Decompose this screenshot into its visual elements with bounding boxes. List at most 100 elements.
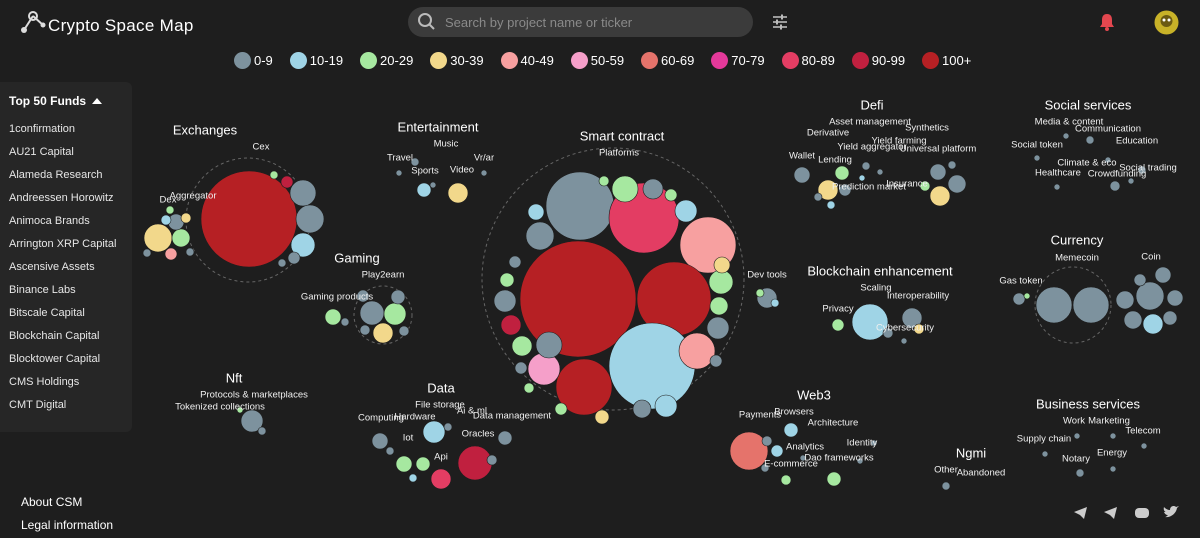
project-bubble[interactable] [851,303,889,341]
legend-item[interactable]: 20-29 [360,52,413,69]
fund-item[interactable]: Ascensive Assets [9,261,95,273]
category-label[interactable]: Interoperability [887,291,950,302]
project-bubble[interactable] [240,409,264,433]
category-label[interactable]: Hardware [394,412,435,423]
cluster-title[interactable]: Business services [1036,396,1141,411]
project-bubble[interactable] [913,323,925,335]
project-bubble[interactable] [1023,292,1031,300]
sidebar-header[interactable]: Top 50 Funds [9,94,132,108]
project-bubble[interactable] [499,272,515,288]
project-bubble[interactable] [708,269,734,295]
project-bubble[interactable] [1166,289,1184,307]
project-bubble[interactable] [497,430,513,446]
project-bubble[interactable] [674,199,698,223]
cluster-title[interactable]: Smart contract [580,128,665,143]
project-bubble[interactable] [1075,468,1085,478]
project-bubble[interactable] [430,468,452,490]
category-label[interactable]: Social token [1011,140,1063,151]
fund-item[interactable]: Bitscale Capital [9,307,85,319]
project-bubble[interactable] [856,457,864,465]
category-label[interactable]: Tokenized collections [175,402,265,413]
fund-item[interactable]: Alameda Research [9,169,103,181]
category-label[interactable]: Vr/ar [474,153,494,164]
telegram-icon[interactable] [1074,507,1087,519]
project-bubble[interactable] [1137,165,1147,175]
fund-item[interactable]: Arrington XRP Capital [9,238,117,250]
project-bubble[interactable] [395,455,413,473]
category-label[interactable]: Gaming products [301,292,374,303]
category-label[interactable]: Sports [411,166,439,177]
category-label[interactable]: Architecture [808,418,859,429]
fund-item[interactable]: AU21 Capital [9,146,74,158]
project-bubble[interactable] [164,247,178,261]
category-label[interactable]: Notary [1062,454,1090,465]
project-bubble[interactable] [527,203,545,221]
project-bubble[interactable] [611,175,639,203]
project-bubble[interactable] [143,223,173,253]
category-label[interactable]: Work [1063,416,1085,427]
fund-item[interactable]: Blockchain Capital [9,330,100,342]
category-label[interactable]: Identity [847,438,878,449]
project-bubble[interactable] [555,358,613,416]
cluster-title[interactable]: Gaming [334,250,380,265]
fund-item[interactable]: Blocktower Capital [9,353,101,365]
project-bubble[interactable] [919,180,931,192]
cluster-title[interactable]: Ngmi [956,445,986,460]
project-bubble[interactable] [831,318,845,332]
project-bubble[interactable] [709,354,723,368]
project-bubble[interactable] [1135,281,1165,311]
category-label[interactable]: Cex [253,142,270,153]
project-bubble[interactable] [165,205,175,215]
project-bubble[interactable] [793,166,811,184]
project-bubble[interactable] [780,474,792,486]
search-box[interactable]: Search by project name or ticker [408,7,753,37]
project-bubble[interactable] [1109,432,1117,440]
project-bubble[interactable] [410,157,420,167]
project-bubble[interactable] [527,352,561,386]
project-bubble[interactable] [817,179,839,201]
project-bubble[interactable] [876,168,884,176]
project-bubble[interactable] [280,175,294,189]
project-bubble[interactable] [447,182,469,204]
project-bubble[interactable] [1162,310,1178,326]
project-bubble[interactable] [929,185,951,207]
project-bubble[interactable] [1072,286,1110,324]
project-bubble[interactable] [514,361,528,375]
project-bubble[interactable] [359,324,371,336]
fund-item[interactable]: CMS Holdings [9,376,80,388]
project-bubble[interactable] [729,431,769,471]
cluster-title[interactable]: Entertainment [398,119,479,134]
category-label[interactable]: Yield aggregator [837,142,906,153]
project-bubble[interactable] [160,214,172,226]
project-bubble[interactable] [415,456,431,472]
category-label[interactable]: Payments [739,410,781,421]
category-label[interactable]: Derivative [807,128,849,139]
legend-item[interactable]: 100+ [922,52,971,69]
project-bubble[interactable] [1033,154,1041,162]
category-label[interactable]: Insurance [886,179,928,190]
category-label[interactable]: Asset management [829,117,911,128]
project-bubble[interactable] [770,444,784,458]
category-label[interactable]: Social trading [1119,163,1177,174]
category-label[interactable]: Platforms [599,148,639,159]
project-bubble[interactable] [770,298,780,308]
project-bubble[interactable] [508,255,522,269]
project-bubble[interactable] [236,406,244,414]
project-bubble[interactable] [1041,450,1049,458]
project-bubble[interactable] [1109,465,1117,473]
project-bubble[interactable] [678,332,716,370]
fund-item[interactable]: Andreessen Horowitz [9,192,114,204]
category-label[interactable]: Privacy [822,304,853,315]
fund-item[interactable]: Animoca Brands [9,215,90,227]
project-bubble[interactable] [947,160,957,170]
category-label[interactable]: Climate & eco [1057,158,1116,169]
cluster-title[interactable]: Social services [1045,97,1132,112]
project-bubble[interactable] [901,307,923,329]
project-bubble[interactable] [713,256,731,274]
category-label[interactable]: Aggregator [169,191,216,202]
project-bubble[interactable] [1109,180,1121,192]
project-bubble[interactable] [511,335,533,357]
project-bubble[interactable] [941,481,951,491]
project-bubble[interactable] [1133,273,1147,287]
project-bubble[interactable] [287,251,301,265]
